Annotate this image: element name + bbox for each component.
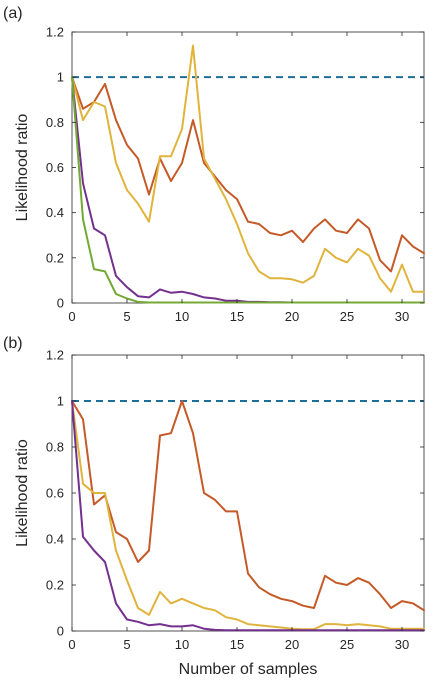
series-line-3 — [71, 76, 425, 304]
x-tick-label: 30 — [395, 637, 409, 652]
y-tick-label: 0.4 — [46, 532, 64, 547]
y-tick-label: 0.4 — [46, 205, 64, 220]
axes-box — [71, 354, 425, 632]
y-tick-label: 1.2 — [46, 348, 64, 363]
series-line-1 — [71, 76, 425, 273]
x-tick-label: 0 — [68, 637, 75, 652]
x-tick-label: 15 — [230, 637, 244, 652]
y-tick-label: 0.2 — [46, 250, 64, 265]
x-tick-label: 10 — [175, 309, 189, 324]
x-tick-label: 15 — [230, 309, 244, 324]
panel-label: (a) — [3, 5, 23, 22]
y-tick-label: 1 — [57, 70, 64, 85]
x-tick-label: 30 — [395, 309, 409, 324]
x-tick-label: 20 — [285, 309, 299, 324]
series-line-2 — [71, 400, 425, 631]
y-axis-label: Likelihood ratio — [14, 439, 31, 547]
y-tick-label: 0.6 — [46, 160, 64, 175]
series-line-1 — [71, 400, 425, 612]
x-tick-label: 25 — [340, 309, 354, 324]
y-tick-label: 1.2 — [46, 25, 64, 40]
series-line-2 — [71, 44, 425, 293]
x-tick-label: 10 — [175, 637, 189, 652]
y-tick-label: 0.8 — [46, 440, 64, 455]
x-tick-label: 25 — [340, 637, 354, 652]
y-tick-label: 0.2 — [46, 578, 64, 593]
y-tick-label: 0.6 — [46, 486, 64, 501]
x-axis-label: Number of samples — [179, 661, 318, 678]
panel-b: 0 5 10 15 20 25 30 0 0.2 0.4 0.6 0.8 1 1.2 (b) Likeliho… — [3, 335, 425, 678]
series-line-3 — [71, 400, 425, 632]
y-tick-label: 1 — [57, 394, 64, 409]
series-line-4 — [71, 76, 425, 304]
y-axis-label: Likelihood ratio — [14, 114, 31, 222]
panel-a: 0 5 10 15 20 25 30 0 0.2 0.4 0.6 0.8 1 1.2 (a) Likeliho… — [3, 5, 425, 324]
y-tick-label: 0 — [57, 624, 64, 639]
x-tick-label: 5 — [123, 637, 130, 652]
x-tick-label: 0 — [68, 309, 75, 324]
x-tick-label: 5 — [123, 309, 130, 324]
y-tick-label: 0.8 — [46, 115, 64, 130]
y-tick-label: 0 — [57, 296, 64, 311]
panel-label: (b) — [3, 335, 23, 352]
x-tick-label: 20 — [285, 637, 299, 652]
